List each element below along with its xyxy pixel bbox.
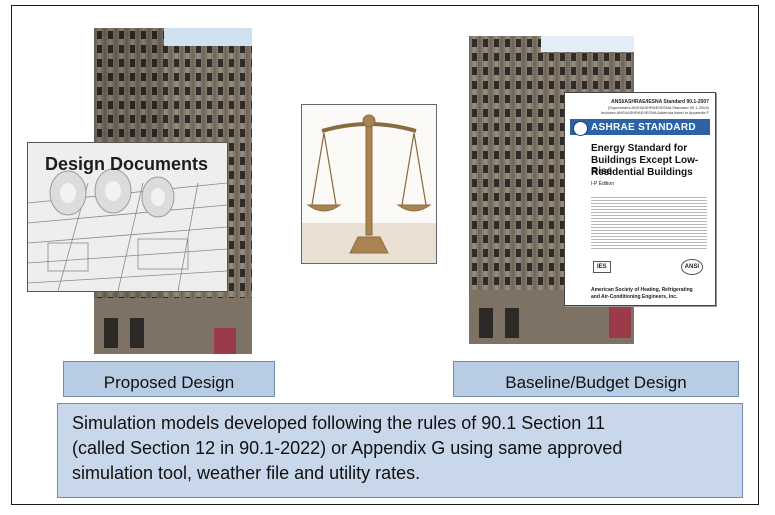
standard-edition: I-P Edition: [591, 181, 614, 187]
standard-society-line1: American Society of Heating, Refrigerati…: [591, 287, 693, 293]
standard-title-line1: Energy Standard for: [591, 143, 688, 154]
baseline-design-label: Baseline/Budget Design: [505, 373, 687, 392]
standard-header-line3: Includes ANSI/ASHRAE/IESNA Addenda liste…: [600, 110, 709, 115]
proposed-design-label: Proposed Design: [103, 373, 235, 392]
baseline-design-label-box: Baseline/Budget Design: [453, 361, 739, 397]
scales-of-justice-photo: [301, 104, 437, 264]
standard-title-line2: Buildings Except Low-Rise: [591, 155, 699, 177]
standard-header-line2: (Supersedes ANSI/ASHRAE/IESNA Standard 9…: [607, 105, 709, 110]
ashrae-standard-cover: ANSI/ASHRAE/IESNA Standard 90.1-2007 (Su…: [564, 92, 716, 306]
standard-title-line3: Residential Buildings: [591, 167, 693, 178]
caption-line2: (called Section 12 in 90.1-2022) or Appe…: [72, 438, 623, 458]
standard-logo-right: ANSI: [680, 259, 703, 275]
standard-body-text: [591, 195, 707, 251]
standard-society-line2: and Air-Conditioning Engineers, Inc.: [591, 294, 678, 300]
design-documents-photo: [27, 142, 228, 292]
simulation-caption-box: Simulation models developed following th…: [57, 403, 743, 498]
design-documents-title: Design Documents: [45, 154, 209, 174]
proposed-design-label-box: Proposed Design: [63, 361, 275, 397]
caption-line3: simulation tool, weather file and utilit…: [72, 463, 421, 483]
caption-line1: Simulation models developed following th…: [72, 413, 605, 433]
standard-logo-left: IES: [593, 261, 611, 273]
standard-header-line1: ANSI/ASHRAE/IESNA Standard 90.1-2007: [611, 99, 709, 105]
standard-brand-bar: [570, 119, 710, 135]
ashrae-logo-icon: [573, 121, 588, 136]
standard-brand: ASHRAE STANDARD: [591, 122, 696, 133]
